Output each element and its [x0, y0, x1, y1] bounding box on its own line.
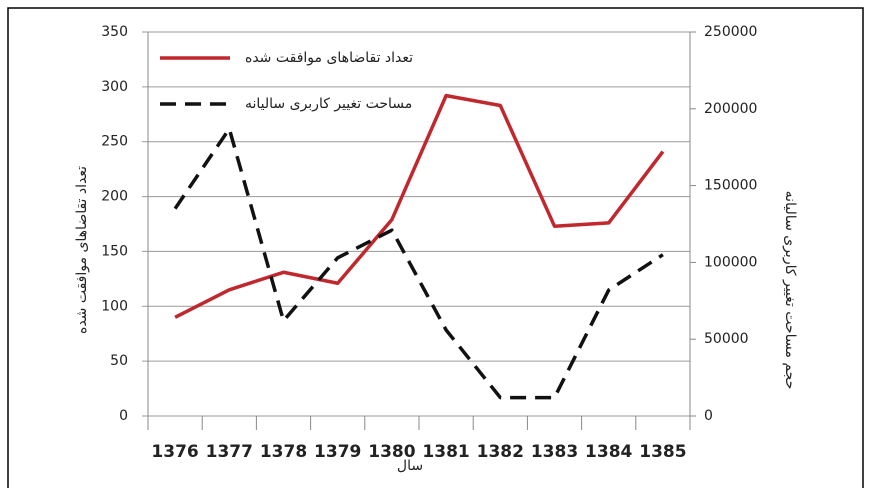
x-tick-label: 1385: [639, 442, 686, 462]
y2-tick-label: 200000: [704, 101, 757, 117]
chart: سال تعداد تقاضاهای موافقت شده حجم مساحت …: [0, 0, 871, 488]
x-tick-label: 1381: [422, 442, 469, 462]
legend-label: تعداد تقاضاهای موافقت شده: [245, 50, 413, 66]
x-tick-label: 1384: [585, 442, 632, 462]
x-tick-label: 1376: [151, 442, 198, 462]
x-tick-label: 1382: [477, 442, 524, 462]
y2-tick-label: 0: [704, 408, 713, 424]
y-tick-label: 350: [101, 24, 128, 40]
x-tick-label: 1383: [531, 442, 578, 462]
y-tick-label: 50: [110, 353, 128, 369]
y2-tick-label: 250000: [704, 24, 757, 40]
y2-tick-label: 100000: [704, 254, 757, 270]
y2-tick-label: 50000: [704, 331, 749, 347]
legend-label: مساحت تغییر کاربری سالیانه: [245, 96, 412, 112]
y-tick-label: 200: [101, 189, 128, 205]
series-line: [175, 129, 663, 398]
y-axis-label: تعداد تقاضاهای موافقت شده: [74, 166, 90, 334]
y-tick-label: 100: [101, 298, 128, 314]
x-tick-label: 1378: [260, 442, 307, 462]
series-line: [175, 96, 663, 318]
y-tick-label: 250: [101, 134, 128, 150]
y-tick-label: 300: [101, 79, 128, 95]
page: سال تعداد تقاضاهای موافقت شده حجم مساحت …: [0, 0, 871, 488]
y2-tick-label: 150000: [704, 178, 757, 194]
y2-axis-label: حجم مساحت تغییر کاربری سالیانه: [782, 191, 798, 390]
x-tick-label: 1377: [206, 442, 253, 462]
x-tick-label: 1380: [368, 442, 415, 462]
y-tick-label: 0: [119, 408, 128, 424]
x-tick-label: 1379: [314, 442, 361, 462]
y-tick-label: 150: [101, 243, 128, 259]
